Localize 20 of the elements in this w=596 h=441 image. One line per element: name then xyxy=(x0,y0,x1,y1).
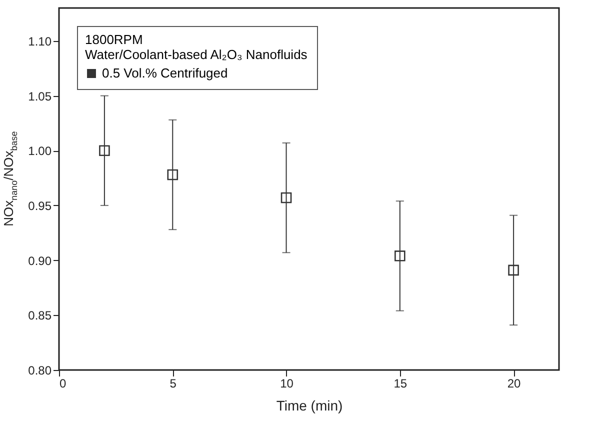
y-tick-label: 1.00 xyxy=(28,144,52,158)
point xyxy=(394,250,406,262)
y-tick-label: 0.80 xyxy=(28,364,52,378)
y-tick-label: 1.05 xyxy=(28,89,52,104)
x-tick-label: 20 xyxy=(507,376,522,390)
legend-label: 0.5 Vol.% Centrifuged xyxy=(102,66,228,80)
y-tick-label: 0.85 xyxy=(28,308,52,323)
point xyxy=(508,264,519,276)
point xyxy=(99,145,110,156)
x-axis-title: Time (min) xyxy=(276,398,343,414)
x-tick-label: 5 xyxy=(170,376,177,390)
x-tick-label: 15 xyxy=(394,376,408,390)
y-tick-label: 0.95 xyxy=(28,198,52,213)
legend-title: 1800RPM Water/Coolant-based Al₂O₃ Nanofluids xyxy=(85,32,308,62)
y-tick-label: 1.10 xyxy=(28,34,52,48)
y-tick-label: 0.90 xyxy=(28,254,52,268)
point xyxy=(167,169,178,180)
x-tick-label: 10 xyxy=(280,376,294,390)
x-tick-label: 0 xyxy=(60,376,66,390)
point xyxy=(280,192,292,204)
